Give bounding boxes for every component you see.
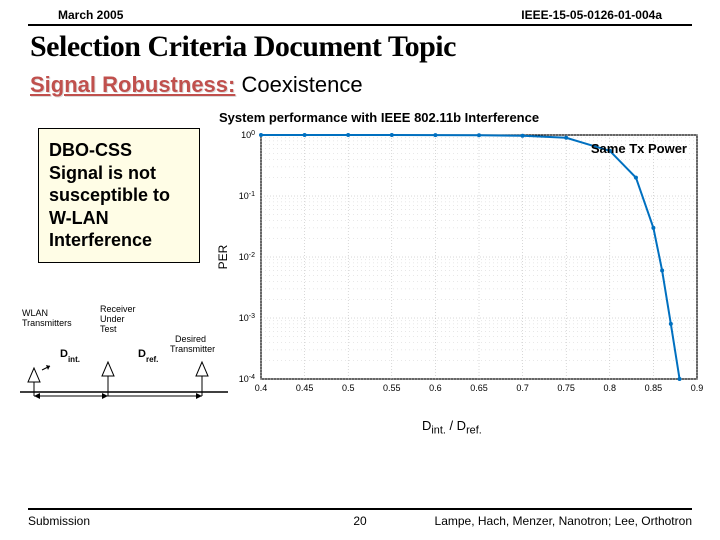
svg-text:0.85: 0.85: [645, 383, 663, 393]
tx-label-2: Transmitter: [170, 344, 215, 354]
x-axis-label: Dint. / Dref.: [422, 418, 482, 437]
header-bar: March 2005 IEEE-15-05-0126-01-004a: [28, 0, 692, 26]
svg-text:0.4: 0.4: [255, 383, 268, 393]
svg-text:0.55: 0.55: [383, 383, 401, 393]
wlan-label-1: WLAN: [22, 308, 48, 318]
chart-area: System performance with IEEE 802.11b Int…: [215, 110, 705, 410]
svg-text:100: 100: [241, 130, 255, 141]
svg-text:0.7: 0.7: [516, 383, 529, 393]
per-chart: 0.4 0.45 0.5 0.55 0.6 0.65 0.7 0.75 0.8 0.85 0.9 10…: [215, 127, 705, 407]
content-area: DBO-CSS Signal is not susceptible to W-L…: [0, 106, 720, 484]
subtitle-rest: Coexistence: [241, 72, 362, 97]
header-date: March 2005: [58, 8, 123, 22]
rx-label-1: Receiver: [100, 304, 136, 314]
svg-text:Same Tx Power: Same Tx Power: [591, 141, 687, 156]
svg-text:0.5: 0.5: [342, 383, 355, 393]
subtitle: Signal Robustness: Coexistence: [0, 70, 720, 106]
chart-title: System performance with IEEE 802.11b Int…: [215, 110, 705, 127]
svg-text:0.75: 0.75: [557, 383, 575, 393]
svg-text:0.9: 0.9: [691, 383, 704, 393]
footer-right: Lampe, Hach, Menzer, Nanotron; Lee, Orth…: [435, 514, 692, 528]
header-docid: IEEE-15-05-0126-01-004a: [521, 8, 662, 22]
tx-label-1: Desired: [175, 334, 206, 344]
svg-text:0.65: 0.65: [470, 383, 488, 393]
svg-text:10-4: 10-4: [239, 374, 255, 385]
footer-page: 20: [353, 514, 366, 528]
rx-label-2: Under: [100, 314, 125, 324]
diagram-svg: WLAN Transmitters Receiver Under Test De…: [20, 302, 228, 408]
subtitle-label: Signal Robustness:: [30, 72, 235, 97]
dref-label: Dref.: [138, 348, 158, 364]
page-title: Selection Criteria Document Topic: [0, 26, 720, 70]
svg-text:10-3: 10-3: [239, 313, 255, 324]
wlan-label-2: Transmitters: [22, 318, 72, 328]
footer-left: Submission: [28, 514, 90, 528]
svg-text:0.6: 0.6: [429, 383, 442, 393]
setup-diagram: WLAN Transmitters Receiver Under Test De…: [20, 302, 228, 408]
svg-text:10-1: 10-1: [239, 191, 255, 202]
svg-text:0.45: 0.45: [296, 383, 314, 393]
footer: Submission 20 Lampe, Hach, Menzer, Nanot…: [28, 508, 692, 528]
svg-text:0.8: 0.8: [604, 383, 617, 393]
svg-text:10-2: 10-2: [239, 252, 255, 263]
rx-label-3: Test: [100, 324, 117, 334]
dint-label: Dint.: [60, 348, 80, 364]
callout-box: DBO-CSS Signal is not susceptible to W-L…: [38, 128, 200, 263]
svg-text:PER: PER: [216, 244, 230, 269]
